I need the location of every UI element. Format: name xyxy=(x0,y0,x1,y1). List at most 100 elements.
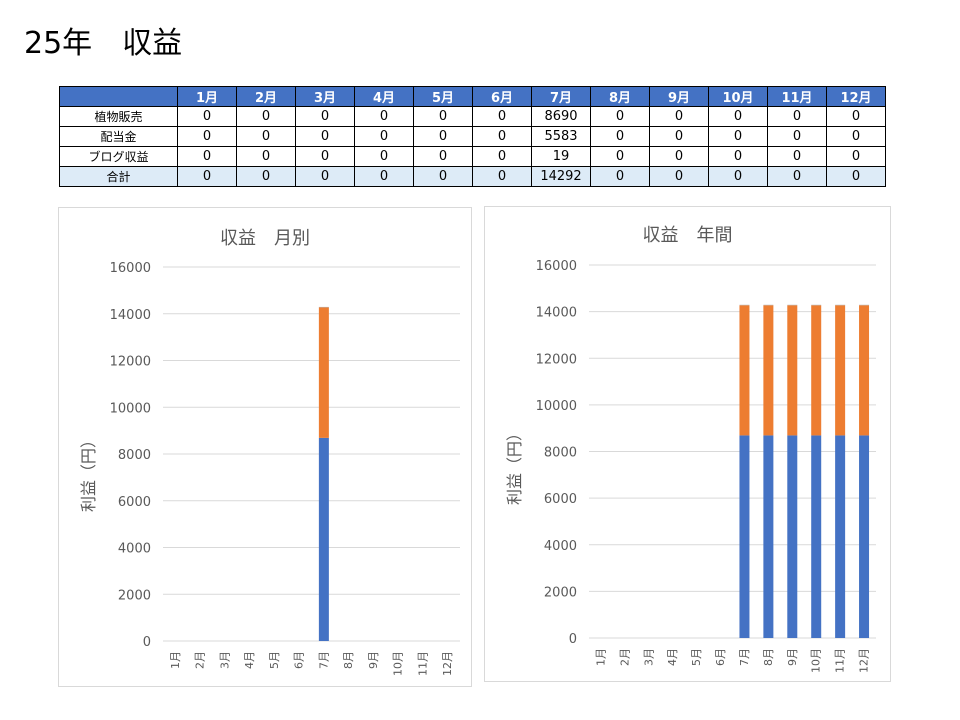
table-cell: 0 xyxy=(590,166,650,187)
table-cell: 0 xyxy=(826,106,886,127)
y-tick-label: 8000 xyxy=(118,448,151,463)
y-tick-label: 6000 xyxy=(118,495,151,510)
row-label: 合計 xyxy=(59,166,178,187)
x-tick-label: 8月 xyxy=(342,651,355,669)
table-cell: 0 xyxy=(354,166,414,187)
table-cell: 0 xyxy=(708,106,768,127)
bar-segment xyxy=(763,305,774,436)
table-cell: 0 xyxy=(236,126,296,147)
y-tick-label: 8000 xyxy=(544,446,577,461)
table-cell: 0 xyxy=(767,126,827,147)
table-cell: 0 xyxy=(649,166,709,187)
bar-segment xyxy=(811,435,822,638)
table-header-row: 1月 2月 3月 4月 5月 6月 7月 8月 9月 10月 11月 12月 xyxy=(59,86,886,107)
y-tick-label: 6000 xyxy=(544,492,577,507)
table-cell: 0 xyxy=(295,166,355,187)
y-tick-label: 0 xyxy=(569,632,577,647)
table-cell: 0 xyxy=(177,126,237,147)
y-tick-label: 14000 xyxy=(536,306,577,321)
x-tick-label: 7月 xyxy=(317,651,330,669)
table-cell: 0 xyxy=(413,106,473,127)
y-tick-label: 10000 xyxy=(110,401,151,416)
x-tick-label: 7月 xyxy=(738,648,751,666)
x-tick-label: 5月 xyxy=(690,648,703,666)
bar-segment xyxy=(318,437,329,641)
x-tick-label: 2月 xyxy=(618,648,631,666)
bar-segment xyxy=(859,435,870,638)
x-tick-label: 5月 xyxy=(268,651,281,669)
table-row: ブログ収益 0 0 0 0 0 0 19 0 0 0 0 0 xyxy=(59,146,886,167)
table-cell: 0 xyxy=(354,146,414,167)
table-cell: 0 xyxy=(767,146,827,167)
table-cell: 0 xyxy=(236,146,296,167)
x-tick-label: 4月 xyxy=(243,651,256,669)
table-cell: 0 xyxy=(472,106,532,127)
x-tick-label: 8月 xyxy=(762,648,775,666)
table-header-corner xyxy=(59,86,178,107)
table-cell: 0 xyxy=(472,146,532,167)
y-tick-label: 12000 xyxy=(110,355,151,370)
x-tick-label: 10月 xyxy=(810,648,823,673)
x-tick-label: 11月 xyxy=(834,648,847,673)
table-cell: 0 xyxy=(354,106,414,127)
x-tick-label: 9月 xyxy=(786,648,799,666)
table-cell: 0 xyxy=(413,146,473,167)
x-tick-label: 6月 xyxy=(293,651,306,669)
y-tick-label: 12000 xyxy=(536,352,577,367)
table-row: 合計 0 0 0 0 0 0 14292 0 0 0 0 0 xyxy=(59,166,886,187)
x-tick-label: 6月 xyxy=(714,648,727,666)
table-cell: 0 xyxy=(413,166,473,187)
bar-segment xyxy=(835,305,846,436)
table-header-cell: 12月 xyxy=(826,86,886,107)
table-header-cell: 11月 xyxy=(767,86,827,107)
table-cell: 5583 xyxy=(531,126,591,147)
y-tick-label: 10000 xyxy=(536,399,577,414)
table-cell: 0 xyxy=(413,126,473,147)
x-tick-label: 12月 xyxy=(858,648,871,673)
y-tick-label: 16000 xyxy=(110,261,151,276)
table-header-cell: 9月 xyxy=(649,86,709,107)
table-cell: 0 xyxy=(177,166,237,187)
table-cell: 0 xyxy=(295,126,355,147)
x-tick-label: 9月 xyxy=(367,651,380,669)
table-header-cell: 2月 xyxy=(236,86,296,107)
table-cell: 0 xyxy=(354,126,414,147)
chart-plot: 0 2000 4000 6000 8000 10000 12000 14000 16000 1月 2… xyxy=(110,261,460,676)
table-cell: 8690 xyxy=(531,106,591,127)
table-row: 配当金 0 0 0 0 0 0 5583 0 0 0 0 0 xyxy=(59,126,886,147)
x-tick-label: 10月 xyxy=(392,651,405,676)
revenue-table: 1月 2月 3月 4月 5月 6月 7月 8月 9月 10月 11月 12月 植… xyxy=(59,86,886,187)
bar-segment xyxy=(787,305,798,436)
y-tick-label: 16000 xyxy=(536,259,577,274)
table-cell: 0 xyxy=(590,146,650,167)
row-label: 植物販売 xyxy=(59,106,178,127)
table-header-cell: 1月 xyxy=(177,86,237,107)
x-tick-label: 3月 xyxy=(218,651,231,669)
page-title: 25年 収益 xyxy=(24,26,183,61)
table-cell: 0 xyxy=(826,146,886,167)
x-tick-label: 12月 xyxy=(441,651,454,676)
table-cell: 0 xyxy=(649,126,709,147)
y-tick-label: 4000 xyxy=(118,542,151,557)
table-cell: 0 xyxy=(708,126,768,147)
table-cell: 0 xyxy=(177,106,237,127)
x-tick-label: 11月 xyxy=(416,651,429,676)
table-header-cell: 6月 xyxy=(472,86,532,107)
y-tick-label: 14000 xyxy=(110,308,151,323)
table-cell: 0 xyxy=(649,146,709,167)
table-cell: 0 xyxy=(236,166,296,187)
table-cell: 0 xyxy=(649,106,709,127)
table-cell: 0 xyxy=(590,106,650,127)
y-tick-label: 4000 xyxy=(544,539,577,554)
chart-plot: 0 2000 4000 6000 8000 10000 12000 14000 16000 1月 2… xyxy=(536,259,876,673)
chart-title: 収益 月別 xyxy=(220,228,310,249)
annual-revenue-chart: 収益 年間 利益（円） 0 2000 4000 6000 8000 10000 12000 1… xyxy=(484,206,891,682)
table-cell: 19 xyxy=(531,146,591,167)
y-tick-label: 2000 xyxy=(544,585,577,600)
bar-segment xyxy=(739,305,750,436)
table-cell: 0 xyxy=(826,126,886,147)
bar-segment xyxy=(763,435,774,638)
x-tick-label: 1月 xyxy=(169,651,182,669)
chart-title: 収益 年間 xyxy=(642,225,733,246)
table-header-cell: 8月 xyxy=(590,86,650,107)
